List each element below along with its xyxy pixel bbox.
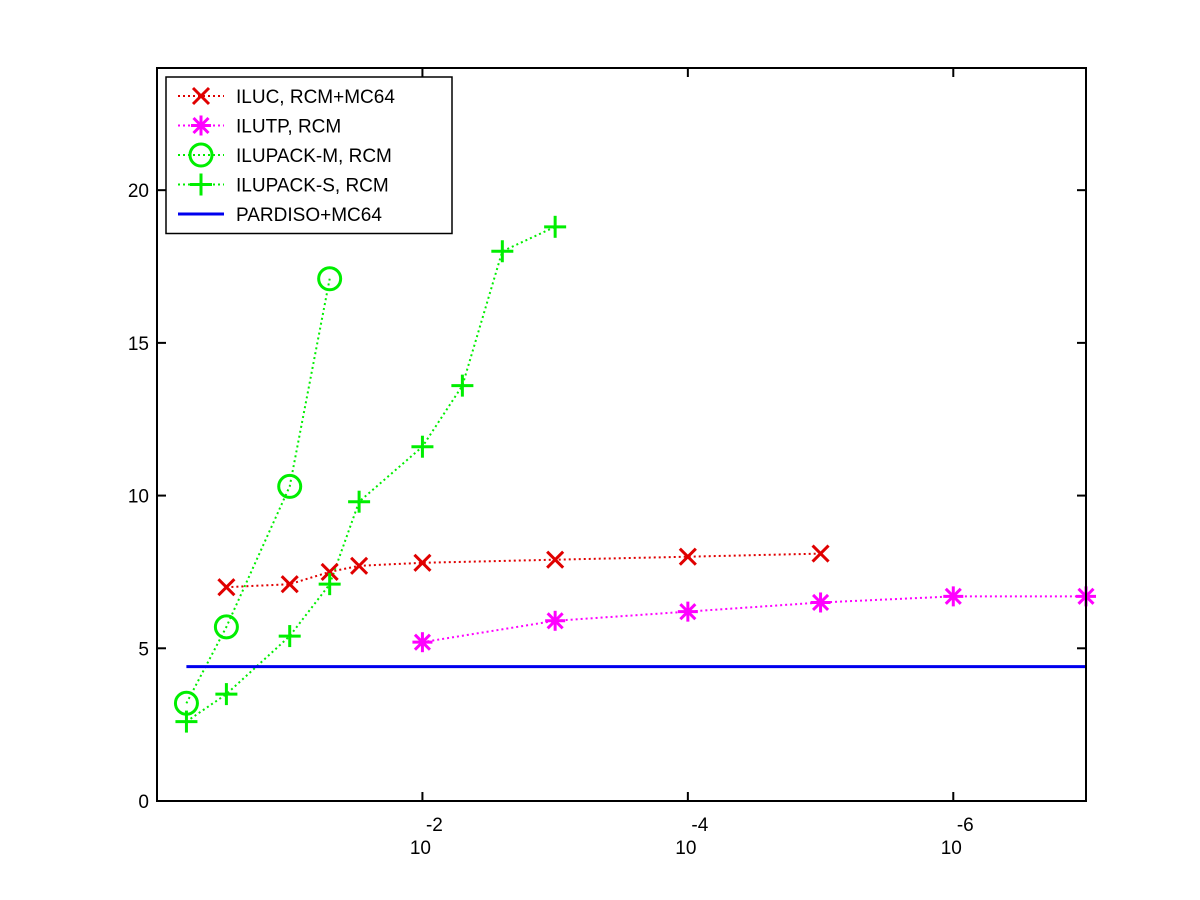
series-0-point-0 [217,578,236,597]
x-tick-label-exponent: -2 [426,815,443,836]
series-0-point-5 [546,550,565,569]
x-tick-label-base: 10 [410,838,431,859]
series-line-2 [185,278,331,704]
series-0-point-4 [413,553,432,572]
series-2-point-3 [317,266,343,292]
series-3-point-2 [278,625,301,648]
series-1-point-4 [943,586,964,607]
legend-marker-2 [188,142,214,168]
series-2-point-2 [277,473,303,499]
series-3-point-4 [348,490,371,513]
legend-marker-1 [191,115,211,136]
series-0-point-3 [350,556,369,575]
series-line-3 [185,225,556,723]
series-3-point-7 [491,240,514,263]
y-tick-label: 20 [128,181,149,202]
x-tick-label-base: 10 [941,838,962,859]
series-3-point-5 [411,435,434,458]
series-0-point-6 [678,547,697,566]
series-3-point-3 [318,573,341,596]
axes-box [156,67,1087,802]
legend-label-2: ILUPACK-M, RCM [236,146,392,167]
series-1-point-1 [545,610,566,631]
plot-markers [173,215,1096,733]
series-0-point-7 [811,544,830,563]
x-tick-label-base: 10 [675,838,696,859]
legend-label-1: ILUTP, RCM [236,117,341,138]
legend: ILUC, RCM+MC64 ILUTP, RCM ILUPACK-M, RCM IL… [165,76,453,235]
legend-marker-3 [190,173,212,196]
legend-label-4: PARDISO+MC64 [236,205,382,226]
series-0-point-1 [280,575,299,594]
legend-label-3: ILUPACK-S, RCM [236,176,389,197]
legend-marker-0 [191,86,211,106]
series-line-1 [422,595,1086,644]
y-tick-label: 0 [138,792,149,813]
series-2-point-1 [213,614,239,640]
series-line-0 [226,552,821,589]
series-1-point-3 [810,592,831,613]
x-tick-label-exponent: -6 [957,815,974,836]
series-3-point-1 [215,683,238,706]
y-tick-label: 5 [138,639,149,660]
series-0-point-2 [320,562,339,581]
series-3-point-0 [175,710,198,733]
series-3-point-6 [451,374,474,397]
plot-lines [185,225,1086,723]
y-tick-label: 15 [128,334,149,355]
y-tick-label: 10 [128,487,149,508]
legend-label-0: ILUC, RCM+MC64 [236,87,395,108]
series-1-point-0 [412,632,433,653]
series-3-point-8 [544,215,567,238]
series-1-point-2 [677,601,698,622]
x-tick-label-exponent: -4 [691,815,708,836]
